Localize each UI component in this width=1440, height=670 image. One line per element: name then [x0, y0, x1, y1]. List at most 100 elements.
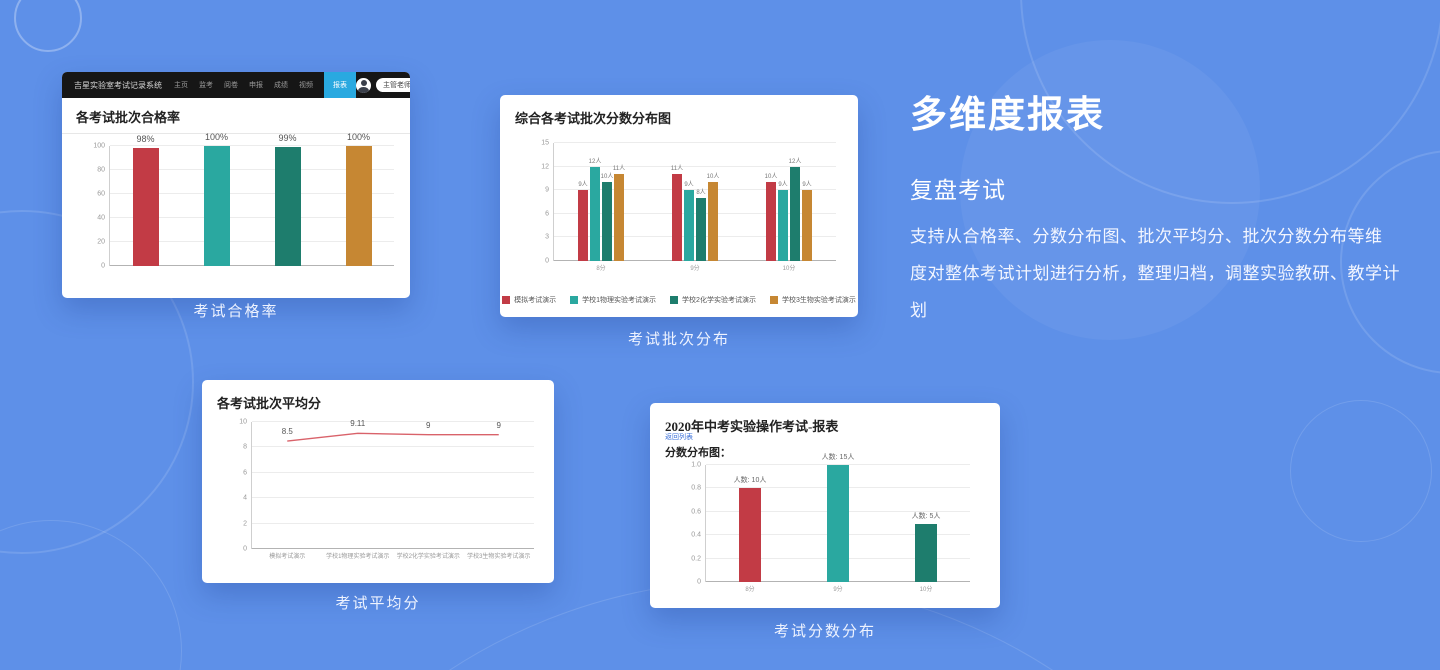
- legend-label: 模拟考试演示: [514, 297, 557, 304]
- navbar-right: 主管老师1 ▾: [356, 77, 410, 93]
- nav-item[interactable]: 成绩: [274, 82, 288, 89]
- point-value-label: 9.11: [350, 419, 366, 429]
- bar: [696, 198, 706, 261]
- decor-ring: [0, 520, 182, 670]
- line-series: [252, 422, 534, 549]
- bar-value-label: 9人: [578, 182, 588, 189]
- point-value-label: 9: [496, 420, 501, 430]
- caption-average: 考试平均分: [335, 595, 421, 612]
- bar-value-label: 12人: [588, 158, 602, 165]
- caption-score-distribution: 考试分数分布: [773, 623, 876, 640]
- gridline: [252, 522, 534, 524]
- legend-label: 学校2化学实验考试演示: [682, 297, 756, 304]
- x-tick-label: 10分: [919, 587, 933, 593]
- decor-ring: [14, 0, 82, 52]
- hero-description: 支持从合格率、分数分布图、批次平均分、批次分数分布等维 度对整体考试计划进行分析…: [910, 218, 1415, 329]
- bar: [790, 166, 800, 261]
- nav-tab-reports[interactable]: 报表: [324, 72, 356, 98]
- y-tick-label: 1.0: [691, 461, 701, 469]
- pass-rate-window: 吉星实验室考试记录系统 主页 监考 阅卷 申报 成绩 视频 报表 主管老师1 ▾ 各考试批…: [62, 72, 410, 298]
- y-tick-label: 0: [101, 262, 105, 270]
- report-title: 2020年中考实验操作考试-报表: [665, 419, 839, 434]
- legend-swatch: [570, 296, 579, 304]
- gridline: [110, 241, 394, 242]
- bar-value-label: 10人: [706, 174, 720, 181]
- y-tick-label: 20: [97, 238, 105, 246]
- bar: [684, 190, 694, 261]
- legend-swatch: [769, 296, 778, 304]
- bar: [203, 146, 230, 266]
- bar: [766, 182, 776, 261]
- x-tick-label: 8分: [596, 266, 606, 272]
- legend-swatch: [670, 296, 679, 304]
- y-tick-label: 10: [239, 418, 247, 426]
- x-tick-label: 学校3生物实验考试演示: [467, 554, 531, 560]
- bar-value-label: 100%: [346, 132, 371, 142]
- legend-item[interactable]: 学校2化学实验考试演示: [670, 295, 756, 305]
- y-tick-label: 4: [243, 494, 247, 502]
- gridline: [252, 421, 534, 422]
- gridline: [554, 260, 836, 261]
- bar: [827, 465, 849, 582]
- y-tick-label: 60: [97, 190, 105, 198]
- pass-rate-chart: 0 20 40 60 80 100 98% 100% 99% 100%: [93, 133, 394, 270]
- back-to-list-link[interactable]: 返回列表: [665, 434, 693, 441]
- y-tick-label: 0.8: [691, 484, 701, 492]
- chart-title-pass-rate: 各考试批次合格率: [62, 98, 410, 134]
- y-tick-label: 0: [243, 545, 247, 553]
- bar-value-label: 98%: [136, 134, 155, 145]
- legend-item[interactable]: 模拟考试演示: [502, 295, 556, 305]
- bar-value-label: 8人: [696, 190, 706, 197]
- y-tick-label: 0: [545, 257, 549, 265]
- y-tick-label: 0.2: [691, 555, 701, 563]
- gridline: [110, 169, 394, 170]
- bar: [708, 182, 718, 261]
- legend-label: 学校1物理实验考试演示: [582, 297, 657, 304]
- bar: [132, 148, 159, 266]
- y-tick-label: 3: [545, 233, 549, 241]
- point-value-label: 9: [426, 420, 431, 430]
- y-axis: [553, 143, 554, 261]
- hero-subtitle: 复盘考试: [910, 177, 1006, 203]
- bar: [802, 190, 812, 261]
- y-tick-label: 0.4: [691, 531, 701, 539]
- bar: [739, 488, 761, 582]
- bar: [274, 147, 301, 266]
- gridline: [554, 236, 836, 238]
- legend-item[interactable]: 学校3生物实验考试演示: [769, 295, 856, 305]
- gridline: [252, 548, 534, 549]
- caption-pass-rate: 考试合格率: [193, 303, 279, 320]
- gridline: [110, 265, 394, 266]
- gridline: [554, 212, 836, 214]
- gridline: [252, 497, 534, 499]
- bar: [672, 174, 682, 261]
- y-tick-label: 6: [545, 210, 549, 218]
- hero-description-line: 支持从合格率、分数分布图、批次平均分、批次分数分布等维: [910, 227, 1383, 246]
- y-tick-label: 40: [97, 214, 105, 222]
- nav-item[interactable]: 主页: [174, 82, 188, 89]
- hero-description-line: 度对整体考试计划进行分析，整理归档，调整实验教研、教学计划: [910, 264, 1400, 320]
- bar: [614, 174, 624, 261]
- x-tick-label: 9分: [833, 587, 843, 593]
- nav-item[interactable]: 申报: [249, 82, 263, 89]
- x-tick-label: 学校1物理实验考试演示: [326, 554, 390, 560]
- app-navbar: 吉星实验室考试记录系统 主页 监考 阅卷 申报 成绩 视频 报表 主管老师1 ▾: [62, 72, 410, 98]
- bar-value-label: 12人: [788, 158, 802, 165]
- legend-swatch: [502, 296, 511, 304]
- bar-value-label: 11人: [612, 166, 626, 173]
- user-avatar-icon[interactable]: [356, 77, 371, 93]
- score-report-card: 2020年中考实验操作考试-报表 返回列表 分数分布图： 0 0.2 0.4 0.6 0…: [650, 403, 1000, 608]
- y-tick-label: 100: [93, 142, 105, 150]
- gridline: [110, 145, 394, 146]
- nav-item[interactable]: 视频: [299, 82, 313, 89]
- hero-text-block: 多维度报表 复盘考试 支持从合格率、分数分布图、批次平均分、批次分数分布等维 度…: [910, 84, 1415, 329]
- y-tick-label: 0: [697, 578, 701, 586]
- bar-value-label: 人数: 15人: [821, 454, 855, 461]
- nav-item[interactable]: 监考: [199, 82, 213, 89]
- bar-value-label: 人数: 10人: [733, 477, 767, 485]
- nav-item[interactable]: 阅卷: [224, 82, 238, 89]
- chart-title-batch-distribution: 综合各考试批次分数分布图: [515, 111, 672, 126]
- user-menu-button[interactable]: 主管老师1 ▾: [376, 78, 410, 92]
- bar: [915, 523, 937, 582]
- legend-item[interactable]: 学校1物理实验考试演示: [570, 295, 656, 305]
